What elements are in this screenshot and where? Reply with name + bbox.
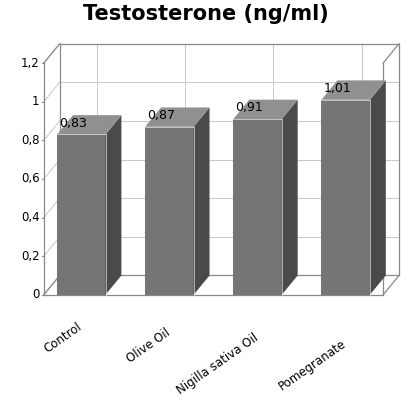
Polygon shape (105, 115, 122, 295)
Text: 0,8: 0,8 (21, 134, 40, 147)
Text: 0,83: 0,83 (59, 117, 87, 130)
Polygon shape (321, 100, 370, 295)
Polygon shape (233, 119, 282, 295)
Text: Nigilla sativa Oil: Nigilla sativa Oil (174, 331, 261, 397)
Polygon shape (321, 80, 386, 100)
Polygon shape (145, 107, 210, 127)
Text: 0: 0 (32, 288, 40, 301)
Title: Testosterone (ng/ml): Testosterone (ng/ml) (83, 4, 329, 24)
Polygon shape (57, 115, 122, 135)
Polygon shape (282, 100, 297, 295)
Polygon shape (233, 100, 297, 119)
Text: 0,91: 0,91 (235, 101, 263, 114)
Text: Control: Control (42, 320, 84, 355)
Text: 1: 1 (32, 95, 40, 108)
Polygon shape (194, 107, 210, 295)
Text: 1,01: 1,01 (323, 82, 351, 95)
Polygon shape (370, 80, 386, 295)
Polygon shape (145, 127, 194, 295)
Polygon shape (57, 135, 105, 295)
Text: 0,2: 0,2 (21, 250, 40, 263)
Text: 0,87: 0,87 (147, 109, 175, 122)
Text: 0,4: 0,4 (21, 211, 40, 224)
Text: 1,2: 1,2 (21, 57, 40, 69)
Text: Pomegranate: Pomegranate (276, 337, 349, 393)
Text: Olive Oil: Olive Oil (124, 326, 173, 365)
Text: 0,6: 0,6 (21, 173, 40, 185)
